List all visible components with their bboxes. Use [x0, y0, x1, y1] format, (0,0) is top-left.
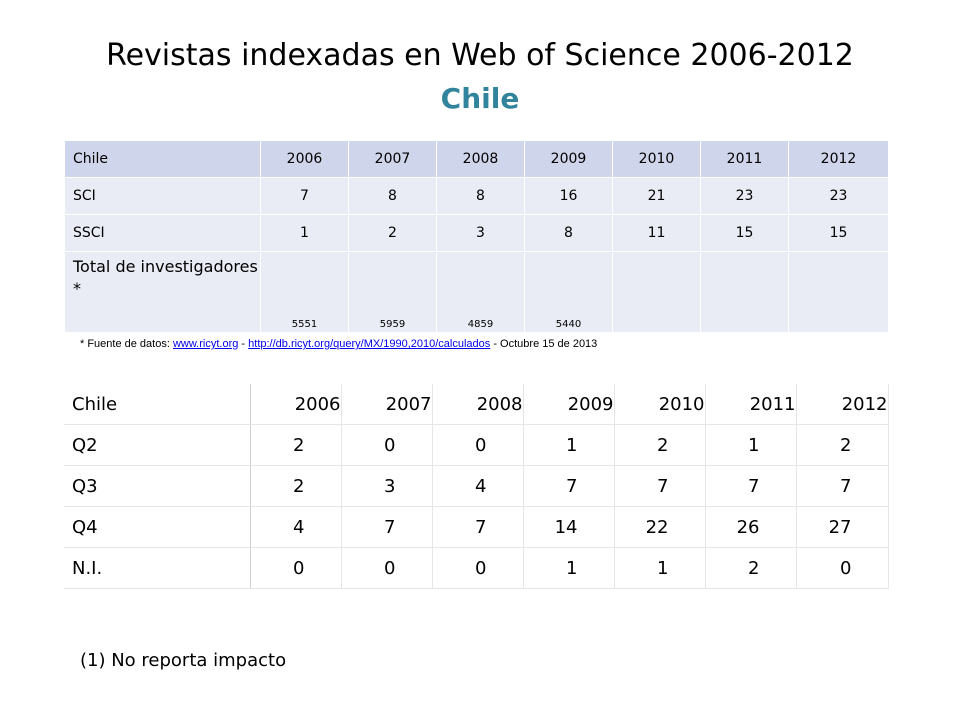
table-cell: 0	[796, 547, 889, 589]
header-cell: Chile	[64, 384, 251, 425]
quartile-table: Chile 2006 2007 2008 2009 2010 2011 2012 Q2 2 0 0 1 2…	[64, 384, 889, 589]
table-cell: 7	[705, 465, 797, 507]
table-cell	[700, 251, 789, 333]
table-cell: 1	[523, 424, 615, 466]
table-cell: 14	[523, 506, 615, 548]
row-label: Q2	[64, 424, 251, 466]
table-cell: 27	[796, 506, 889, 548]
table-cell: 0	[432, 424, 524, 466]
table-cell: 0	[341, 547, 433, 589]
table-cell: 8	[436, 177, 525, 215]
header-cell: 2011	[700, 140, 789, 178]
header-cell: 2007	[341, 384, 433, 425]
table-cell: 22	[614, 506, 706, 548]
header-cell: 2009	[524, 140, 613, 178]
row-label: N.I.	[64, 547, 251, 589]
table-cell: 1	[614, 547, 706, 589]
header-cell: 2009	[523, 384, 615, 425]
impact-note: (1) No reporta impacto	[80, 650, 287, 671]
table-cell: 2	[705, 547, 797, 589]
header-cell: 2011	[705, 384, 797, 425]
table-cell: 15	[700, 214, 789, 252]
table-cell: 8	[348, 177, 437, 215]
table-cell: 2	[614, 424, 706, 466]
table-cell: 2	[796, 424, 889, 466]
table-cell: 3	[436, 214, 525, 252]
table-row: Q3 2 3 4 7 7 7 7	[64, 465, 889, 507]
table-row: Total de investigadores * 5551 5959 4859 544…	[64, 251, 889, 333]
table-row: Q2 2 0 0 1 2 1 2	[64, 424, 889, 466]
row-label: Q4	[64, 506, 251, 548]
table-header-row: Chile 2006 2007 2008 2009 2010 2011 2012	[64, 140, 889, 178]
table-cell: 2	[348, 214, 437, 252]
table-cell: 7	[614, 465, 706, 507]
header-cell: 2008	[436, 140, 525, 178]
header-cell: 2006	[250, 384, 342, 425]
table-cell: 16	[524, 177, 613, 215]
table-cell: 3	[341, 465, 433, 507]
header-cell: 2010	[614, 384, 706, 425]
row-label: SSCI	[64, 214, 261, 252]
table-cell: 0	[250, 547, 342, 589]
table-cell: 0	[432, 547, 524, 589]
table-cell: 2	[250, 424, 342, 466]
table-cell: 7	[341, 506, 433, 548]
header-cell: Chile	[64, 140, 261, 178]
footnote-prefix: * Fuente de datos:	[80, 338, 173, 350]
table-cell: 8	[524, 214, 613, 252]
table-cell: 7	[523, 465, 615, 507]
table-cell: 26	[705, 506, 797, 548]
page-title: Revistas indexadas en Web of Science 200…	[106, 38, 854, 73]
table-cell: 4	[432, 465, 524, 507]
table-cell: 11	[612, 214, 701, 252]
row-label: Total de investigadores *	[64, 251, 261, 333]
table-cell: 2	[250, 465, 342, 507]
footnote-separator: -	[238, 338, 249, 350]
page-subtitle: Chile	[440, 82, 520, 115]
table-cell	[612, 251, 701, 333]
header-cell: 2007	[348, 140, 437, 178]
table-cell: 5959	[348, 251, 437, 333]
header-cell: 2006	[260, 140, 349, 178]
table-cell: 4	[250, 506, 342, 548]
table-cell: 23	[700, 177, 789, 215]
table-cell: 23	[788, 177, 889, 215]
table-row: SCI 7 8 8 16 21 23 23	[64, 177, 889, 215]
table-cell: 1	[260, 214, 349, 252]
header-cell: 2012	[796, 384, 889, 425]
ricyt-link[interactable]: www.ricyt.org	[172, 338, 239, 350]
footnote-suffix: - Octubre 15 de 2013	[490, 338, 598, 350]
table-cell: 7	[432, 506, 524, 548]
table-cell: 21	[612, 177, 701, 215]
table-cell: 0	[341, 424, 433, 466]
table-cell: 15	[788, 214, 889, 252]
table-cell: 1	[523, 547, 615, 589]
header-cell: 2008	[432, 384, 524, 425]
table-cell: 7	[796, 465, 889, 507]
header-cell: 2012	[788, 140, 889, 178]
header-cell: 2010	[612, 140, 701, 178]
table-cell	[788, 251, 889, 333]
row-label: Q3	[64, 465, 251, 507]
table-cell: 7	[260, 177, 349, 215]
table-cell: 5551	[260, 251, 349, 333]
table-header-row: Chile 2006 2007 2008 2009 2010 2011 2012	[64, 384, 889, 425]
researchers-table: Chile 2006 2007 2008 2009 2010 2011 2012 SCI 7 8 8 1…	[64, 140, 889, 333]
row-label: SCI	[64, 177, 261, 215]
table-row: Q4 4 7 7 14 22 26 27	[64, 506, 889, 548]
table-cell: 5440	[524, 251, 613, 333]
source-footnote: * Fuente de datos: www.ricyt.org - http:…	[80, 338, 597, 350]
table-cell: 1	[705, 424, 797, 466]
table-cell: 4859	[436, 251, 525, 333]
table-row: N.I. 0 0 0 1 1 2 0	[64, 547, 889, 589]
ricyt-query-link[interactable]: http://db.ricyt.org/query/MX/1990,2010/c…	[248, 338, 491, 350]
table-row: SSCI 1 2 3 8 11 15 15	[64, 214, 889, 252]
